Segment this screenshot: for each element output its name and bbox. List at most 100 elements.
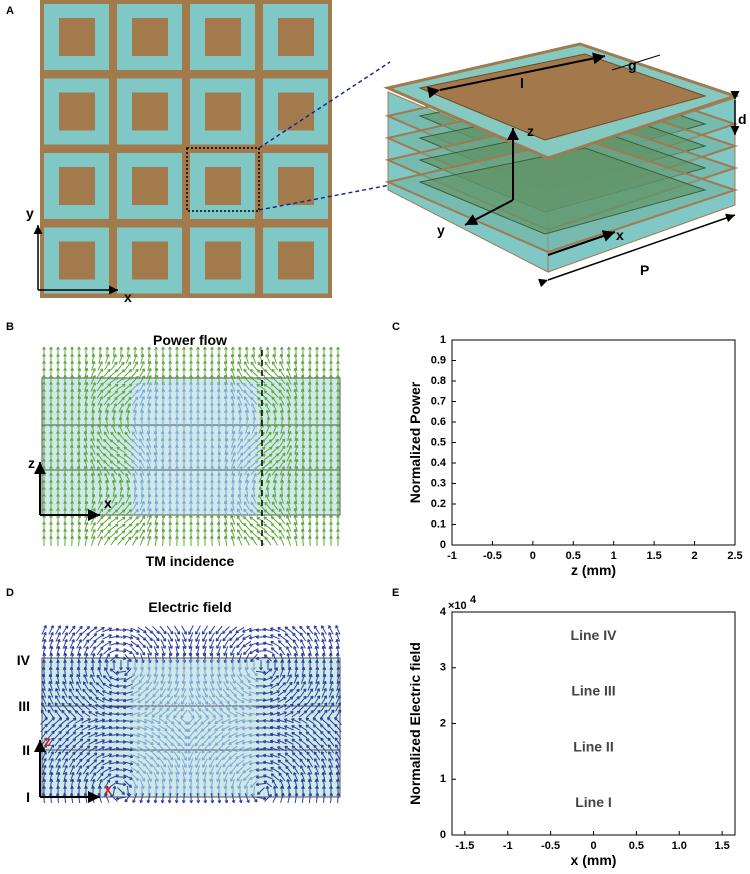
field-arrow [104,353,110,364]
field-arrow [301,792,306,804]
field-arrow [81,718,91,724]
field-arrow [173,751,181,761]
axis-label: y [26,205,34,221]
field-arrow [201,737,209,747]
field-arrow [83,458,88,469]
field-arrow [278,438,286,448]
field-arrow [151,703,161,711]
field-arrow [222,696,230,705]
field-arrow [188,702,195,712]
field-arrow [130,697,140,703]
field-arrow [140,493,145,504]
field-arrow [284,759,293,767]
field-arrow [195,688,201,698]
field-arrow [103,501,111,511]
field-arrow [160,681,166,691]
field-arrow [158,717,168,725]
field-arrow [279,466,285,476]
field-arrow [131,438,139,448]
field-arrow [279,778,285,789]
patch [205,167,241,205]
field-arrow [320,751,327,761]
field-arrow [101,697,112,703]
field-arrow [62,680,68,691]
field-arrow [137,746,147,752]
field-arrow [112,659,116,670]
field-arrow [160,792,165,804]
field-arrow [243,501,251,511]
field-arrow [237,535,243,546]
field-arrow [133,486,138,498]
field-arrow [47,723,55,733]
field-arrow [255,782,267,787]
field-arrow [214,731,224,739]
field-arrow [139,389,146,399]
field-arrow [286,515,292,525]
field-arrow [96,529,104,539]
field-arrow [279,486,284,498]
field-arrow [294,666,299,677]
field-arrow [312,724,322,732]
field-arrow [90,452,96,462]
field-arrow [151,718,161,724]
field-arrow [278,682,287,690]
field-arrow [208,744,216,754]
field-arrow [262,641,273,646]
field-arrow [139,501,145,511]
axis-label: z [527,123,534,139]
field-arrow [257,361,265,371]
field-arrow [272,667,278,677]
field-arrow [181,625,187,635]
field-arrow [88,689,97,697]
field-arrow [298,710,308,718]
field-arrow [145,765,153,775]
field-arrow [235,766,244,775]
field-arrow [277,746,287,752]
field-arrow [221,738,231,746]
field-arrow [242,697,252,703]
field-arrow [189,681,194,692]
field-arrow [48,751,54,761]
field-arrow [61,744,69,754]
field-arrow [154,507,159,518]
field-arrow [263,376,273,384]
x-tick-label: 0 [590,840,596,852]
field-arrow [269,732,280,737]
field-arrow [329,535,333,547]
axis-label: z [44,733,51,749]
field-arrow [216,772,222,783]
field-arrow [284,633,293,641]
field-arrow [54,730,62,740]
field-arrow [262,753,274,758]
y-tick-label: 0.8 [431,375,446,387]
field-arrow [167,792,172,804]
field-arrow [146,367,152,378]
field-arrow [269,746,280,751]
field-arrow [207,724,217,732]
field-arrow [321,625,327,635]
field-arrow [231,423,236,435]
field-arrow [293,521,298,532]
field-arrow [256,376,266,384]
field-arrow [271,501,279,511]
field-arrow [234,732,245,738]
field-arrow [102,627,113,633]
field-arrow [320,730,328,740]
field-arrow [299,632,307,642]
field-arrow [221,710,231,718]
field-arrow [202,681,208,692]
field-arrow [69,639,75,649]
field-arrow [103,438,111,448]
field-arrow [118,353,124,364]
field-arrow [285,639,293,649]
field-arrow [167,765,173,775]
field-arrow [102,773,112,781]
field-arrow [112,785,117,797]
field-arrow [280,792,285,803]
field-arrow [194,744,202,754]
field-arrow [279,666,285,677]
field-arrow [132,402,138,413]
field-arrow [123,676,133,682]
field-arrow [203,535,207,547]
axis-label: x [104,495,112,511]
